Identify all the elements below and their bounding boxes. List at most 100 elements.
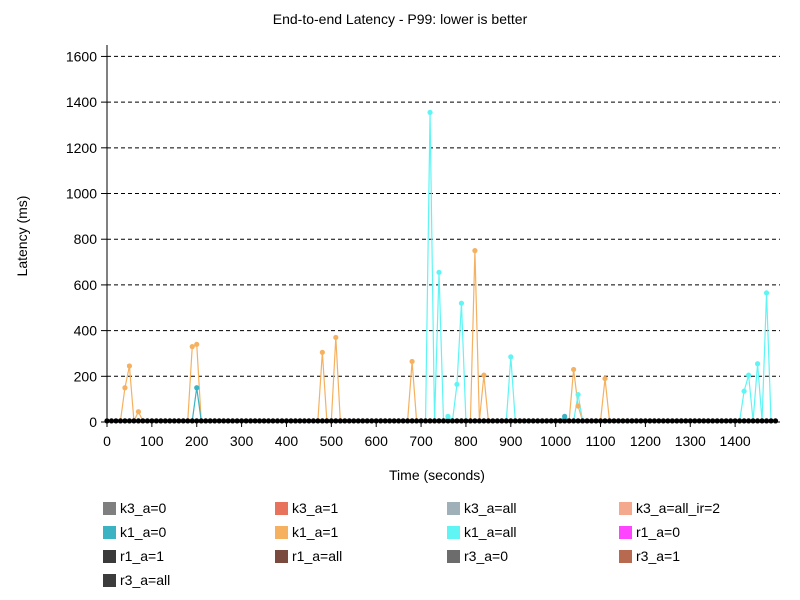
baseline-point	[324, 418, 330, 424]
baseline-point	[261, 418, 267, 424]
baseline-point	[503, 418, 509, 424]
data-point-k1_a=all	[454, 381, 460, 387]
baseline-point	[674, 418, 680, 424]
baseline-point	[288, 418, 294, 424]
legend-item: r3_a=0	[447, 548, 508, 564]
data-point-k1_a=0	[194, 385, 200, 391]
y-tick-label: 1000	[66, 186, 97, 202]
baseline-point	[310, 418, 316, 424]
baseline-point	[745, 418, 752, 424]
baseline-point	[131, 418, 137, 424]
baseline-point	[754, 418, 761, 424]
baseline-point	[189, 418, 195, 424]
data-point-k1_a=all	[754, 361, 761, 367]
baseline-point	[678, 418, 684, 424]
baseline-point	[422, 418, 429, 424]
baseline-point	[198, 418, 204, 424]
baseline-point	[656, 418, 662, 424]
baseline-point	[669, 418, 675, 424]
y-tick-label: 800	[74, 231, 98, 247]
baseline-point	[763, 418, 770, 424]
baseline-point	[346, 418, 352, 424]
baseline-point	[548, 418, 554, 424]
baseline-point	[606, 418, 613, 424]
legend-item: k3_a=0	[103, 500, 166, 516]
data-point-k1_a=all	[458, 300, 465, 306]
baseline-point	[158, 418, 164, 424]
baseline-point	[571, 418, 577, 424]
legend-swatch	[447, 501, 460, 515]
baseline-point	[400, 418, 406, 424]
series-line-k1_a=all	[424, 112, 772, 423]
baseline-point	[611, 418, 617, 424]
x-tick-label: 500	[320, 433, 344, 449]
baseline-point	[292, 418, 299, 424]
legend-label: r3_a=all	[120, 572, 171, 588]
baseline-point	[387, 418, 393, 424]
baseline-point	[104, 418, 110, 424]
data-point-k1_a=all	[741, 388, 747, 394]
baseline-point	[270, 418, 276, 424]
chart-title: End-to-end Latency - P99: lower is bette…	[272, 11, 528, 27]
x-tick-label: 300	[230, 433, 254, 449]
baseline-point	[225, 418, 231, 424]
baseline-point	[759, 418, 765, 424]
baseline-point	[642, 418, 649, 424]
data-point-k1_a=all	[575, 391, 581, 398]
legend-label: r1_a=1	[120, 548, 164, 564]
baseline-point	[360, 418, 366, 424]
baseline-point	[369, 418, 375, 424]
x-axis-label: Time (seconds)	[389, 467, 485, 483]
baseline-point	[265, 418, 272, 424]
baseline-point	[176, 418, 182, 424]
baseline-point	[140, 418, 146, 424]
x-tick-label: 900	[499, 433, 523, 449]
baseline-point	[230, 418, 236, 424]
baseline-point	[256, 418, 263, 424]
baseline-point	[557, 418, 563, 424]
x-tick-label: 1100	[585, 433, 615, 449]
baseline-point	[333, 418, 339, 424]
baseline-point	[472, 418, 478, 424]
legend-item: r3_a=1	[619, 548, 680, 564]
baseline-point	[279, 418, 285, 424]
y-tick-label: 200	[74, 368, 98, 384]
baseline-point	[517, 418, 523, 424]
baseline-point	[575, 418, 581, 424]
baseline-point	[378, 418, 384, 424]
data-point-k1_a=1	[194, 341, 200, 347]
baseline-point	[207, 418, 213, 424]
baseline-point	[602, 418, 608, 424]
baseline-point	[440, 418, 447, 424]
baseline-point	[355, 418, 361, 424]
series-line-k1_a=1	[119, 250, 611, 424]
baseline-point	[597, 418, 604, 424]
y-tick-label: 1600	[66, 48, 97, 64]
baseline-point	[427, 418, 433, 424]
data-point-k1_a=1	[319, 349, 325, 355]
baseline-point	[216, 418, 222, 424]
data-point-k1_a=1	[575, 403, 581, 409]
legend-label: k3_a=1	[292, 500, 339, 516]
data-point-k1_a=0	[562, 413, 568, 419]
legend-item: k1_a=all	[447, 524, 517, 540]
baseline-point	[494, 418, 500, 424]
baseline-point	[212, 418, 218, 424]
x-tick-label: 1000	[540, 433, 571, 449]
baseline-point	[449, 418, 456, 424]
baseline-point	[660, 418, 666, 424]
x-tick-label: 100	[140, 433, 164, 449]
data-point-k1_a=all	[745, 372, 752, 378]
legend-item: k1_a=1	[275, 524, 338, 540]
baseline-point	[391, 418, 397, 424]
baseline-point	[171, 418, 177, 424]
data-point-k1_a=1	[333, 334, 339, 341]
baseline-point	[481, 418, 487, 424]
legend-label: k3_a=0	[120, 500, 167, 516]
legend-swatch	[103, 549, 116, 563]
baseline-point	[490, 418, 496, 424]
data-point-k1_a=1	[135, 409, 142, 415]
baseline-point	[687, 418, 693, 424]
baseline-point	[768, 418, 774, 424]
baseline-point	[579, 418, 586, 424]
